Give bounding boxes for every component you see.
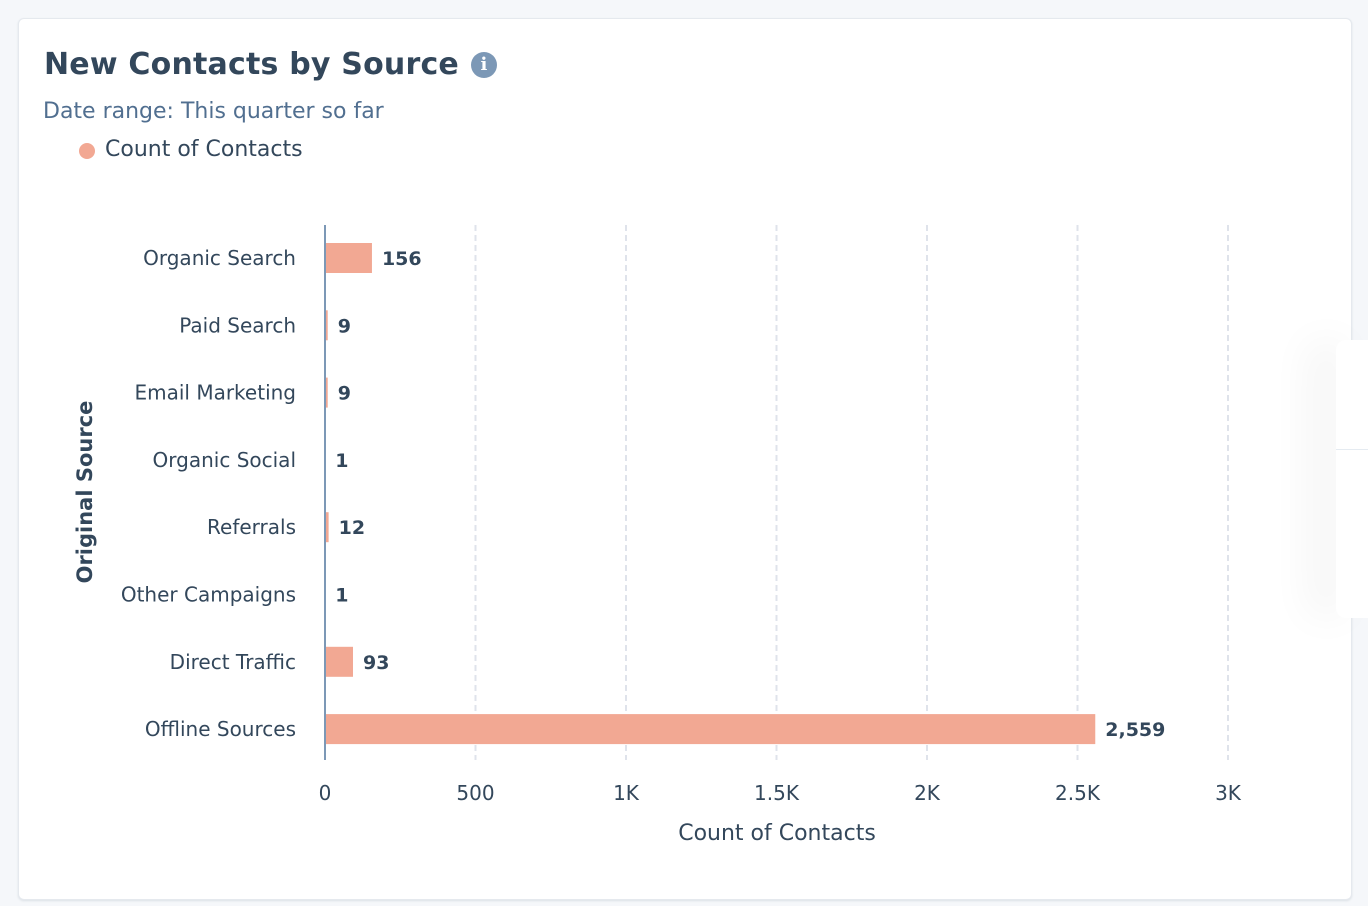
category-label: Paid Search	[179, 313, 296, 337]
x-tick-label: 2K	[914, 781, 941, 805]
info-icon[interactable]: i	[470, 51, 497, 78]
bar[interactable]	[325, 646, 353, 677]
value-label: 9	[338, 383, 351, 405]
x-tick-label: 1.5K	[754, 781, 800, 805]
date-range-label: Date range: This quarter so far	[43, 99, 384, 124]
value-label: 12	[339, 517, 365, 539]
bar[interactable]	[325, 310, 328, 341]
x-tick-label: 0	[319, 781, 332, 805]
bar[interactable]	[325, 714, 1096, 745]
value-label: 1	[335, 585, 348, 607]
grid-lines	[474, 225, 1229, 760]
bars	[325, 243, 1096, 745]
x-tick-label: 500	[456, 781, 494, 805]
category-label: Organic Search	[143, 246, 296, 270]
value-labels: 156 9 9 1 12 1 93 2,559	[335, 248, 1165, 741]
bar[interactable]	[325, 243, 372, 273]
side-panel-edge	[1336, 340, 1368, 618]
category-labels: Organic Search Paid Search Email Marketing…	[121, 246, 296, 741]
category-label: Other Campaigns	[121, 583, 296, 607]
x-tick-label: 3K	[1215, 781, 1242, 805]
legend-dot-icon	[79, 142, 95, 159]
y-axis-title: Original Source	[73, 401, 97, 584]
category-label: Offline Sources	[145, 717, 296, 741]
legend-label[interactable]: Count of Contacts	[105, 137, 303, 162]
value-label: 9	[338, 315, 351, 337]
x-tick-label: 2.5K	[1055, 781, 1101, 805]
x-axis-title: Count of Contacts	[678, 821, 876, 846]
value-label: 156	[382, 248, 422, 270]
x-tick-labels: 0 500 1K 1.5K 2K 2.5K 3K	[319, 781, 1242, 805]
category-label: Direct Traffic	[170, 650, 296, 674]
bar[interactable]	[325, 377, 328, 408]
report-card: New Contacts by Source i Date range: Thi…	[18, 18, 1352, 900]
value-label: 1	[335, 450, 348, 472]
category-label: Organic Social	[153, 448, 296, 472]
category-label: Email Marketing	[134, 381, 296, 405]
report-title: New Contacts by Source i	[44, 47, 497, 82]
value-label: 93	[363, 652, 389, 674]
chart-legend: Count of Contacts	[79, 137, 303, 162]
value-label: 2,559	[1105, 719, 1165, 741]
x-tick-label: 1K	[613, 781, 640, 805]
category-label: Referrals	[207, 515, 296, 539]
report-title-text: New Contacts by Source	[44, 47, 459, 82]
side-panel-divider	[1336, 449, 1368, 450]
bar[interactable]	[325, 512, 329, 543]
